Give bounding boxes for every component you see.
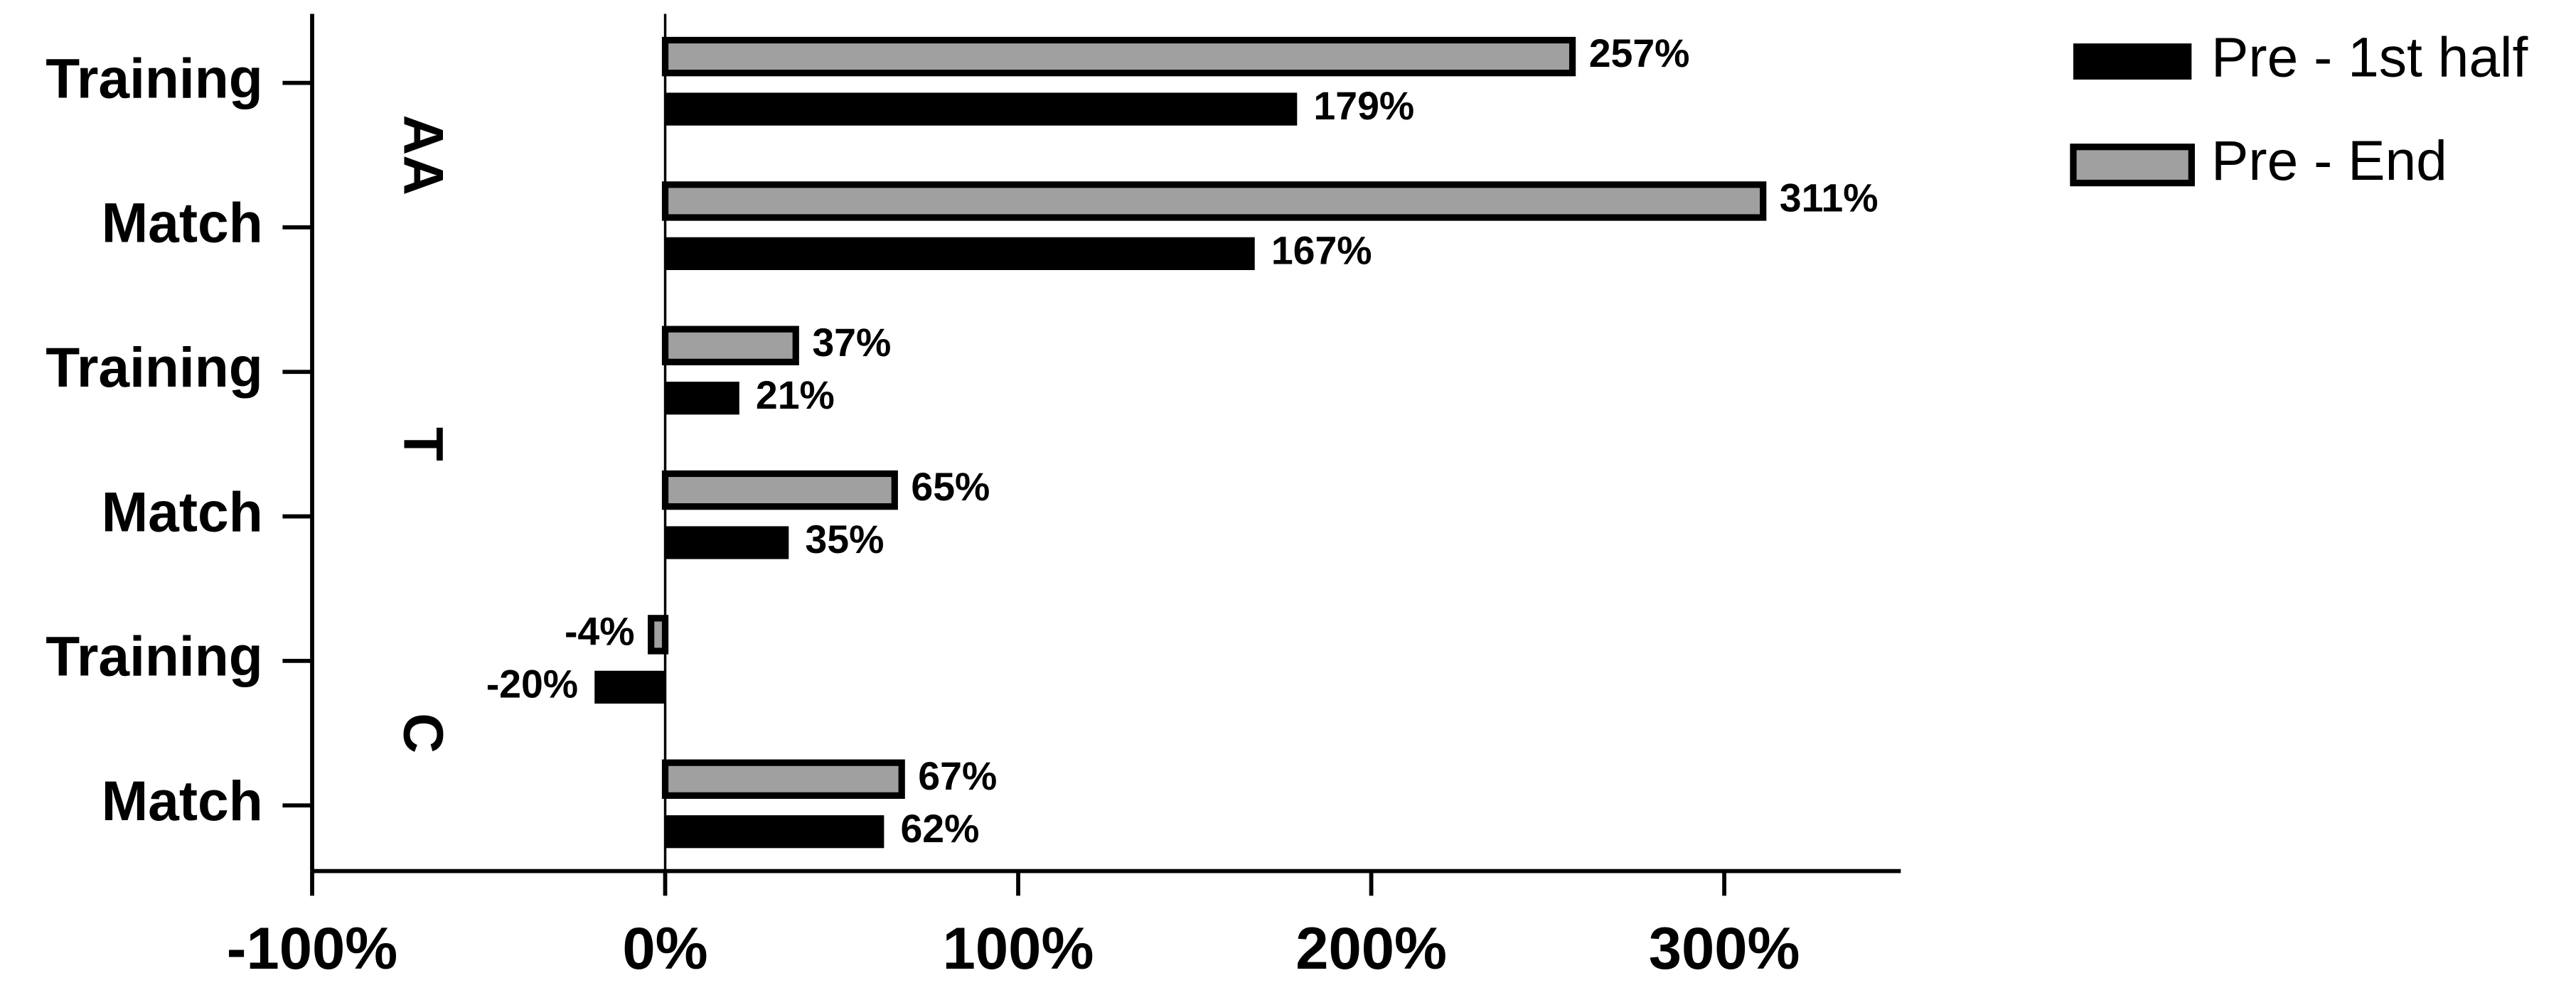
y-tick-label: Training (46, 625, 262, 688)
bar (661, 181, 1767, 221)
x-tick-label: 300% (1649, 915, 1800, 981)
y-tick-label: Match (102, 192, 263, 254)
bar (661, 326, 799, 365)
legend-label: Pre - End (2211, 129, 2447, 192)
group-label: C (392, 713, 454, 753)
bar (661, 470, 898, 510)
legend-label: Pre - 1st half (2211, 26, 2528, 88)
x-tick-label: 100% (943, 915, 1094, 981)
y-tick-label: Match (102, 480, 263, 543)
bar (661, 36, 1576, 77)
value-label: 257% (1589, 31, 1690, 75)
bar (648, 615, 669, 655)
x-tick-label: 200% (1295, 915, 1447, 981)
value-label: -20% (486, 662, 578, 706)
value-label: 311% (1780, 176, 1878, 220)
bar (594, 670, 666, 704)
bar (665, 92, 1298, 126)
bar (661, 759, 905, 799)
bar (665, 815, 885, 849)
value-label: 35% (805, 517, 884, 561)
x-tick-label: 0% (622, 915, 707, 981)
x-tick-label: -100% (227, 915, 397, 981)
value-label: 65% (911, 465, 990, 509)
bar (665, 237, 1255, 270)
y-tick-label: Match (102, 770, 263, 832)
value-label: 21% (756, 373, 835, 417)
value-label: 179% (1313, 84, 1414, 128)
group-label: T (392, 427, 454, 461)
value-label: 62% (900, 807, 979, 851)
bar (665, 382, 739, 415)
y-tick-label: Training (46, 47, 262, 109)
group-label: AA (392, 115, 454, 195)
value-label: 67% (918, 754, 997, 798)
y-tick-label: Training (46, 336, 262, 399)
legend-swatch (2070, 144, 2195, 187)
value-label: -4% (565, 610, 635, 654)
bar (665, 526, 789, 559)
value-label: 37% (812, 321, 891, 365)
legend-swatch (2073, 43, 2192, 80)
value-label: 167% (1271, 229, 1372, 273)
